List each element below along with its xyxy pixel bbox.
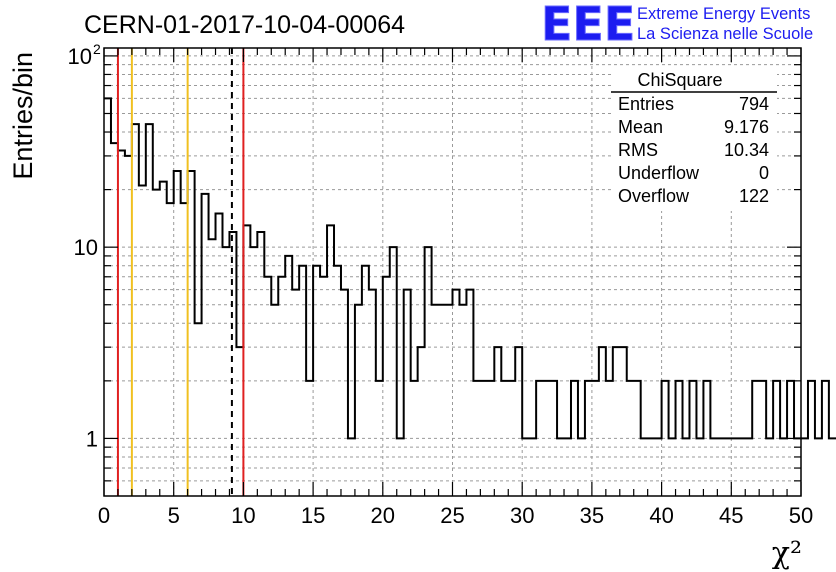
stats-row-label: Mean [618,117,663,137]
y-tick-label: 1 [86,426,98,451]
axis-ticks [103,48,802,496]
stats-row-label: RMS [618,140,658,160]
eee-logo-mark: EEE [541,0,635,51]
y-tick-label-exponent: 2 [93,41,101,57]
y-tick-label: 10 [68,44,92,69]
y-axis-label: Entries/bin [8,52,38,180]
eee-logo: EEE Extreme Energy Events La Scienza nel… [541,0,814,52]
eee-logo-line1: Extreme Energy Events [637,5,810,23]
stats-row-value: 122 [739,186,769,206]
x-tick-label: 25 [440,503,464,528]
stats-row-value: 0 [759,163,769,183]
x-tick-label: 45 [719,503,743,528]
x-tick-label: 15 [301,503,325,528]
x-tick-label: 50 [789,503,813,528]
grid-lines [104,48,801,496]
x-tick-label: 40 [649,503,673,528]
stats-box-background [611,66,777,211]
stats-box: ChiSquare Entries 794 Mean 9.176 RMS 10.34 Und… [611,66,777,211]
stats-row-value: 794 [739,94,769,114]
y-tick-label: 10 [74,235,98,260]
stats-row-label: Overflow [618,186,690,206]
stats-row-value: 10.34 [724,140,769,160]
histogram-outline [104,97,836,440]
stats-row-label: Entries [618,94,674,114]
x-tick-label: 5 [168,503,180,528]
stats-row-value: 9.176 [724,117,769,137]
x-axis-label: χ² [772,536,802,571]
stats-row-label: Underflow [618,163,700,183]
eee-logo-line2: La Scienza nelle Scuole [637,25,813,43]
histogram-series [104,97,836,440]
stats-title: ChiSquare [637,70,722,90]
x-tick-label: 20 [371,503,395,528]
x-tick-label: 35 [580,503,604,528]
x-tick-label: 10 [231,503,255,528]
x-tick-label: 30 [510,503,534,528]
chart-title: CERN-01-2017-10-04-00064 [84,11,405,39]
x-tick-label: 0 [98,503,110,528]
reference-lines [116,48,245,496]
